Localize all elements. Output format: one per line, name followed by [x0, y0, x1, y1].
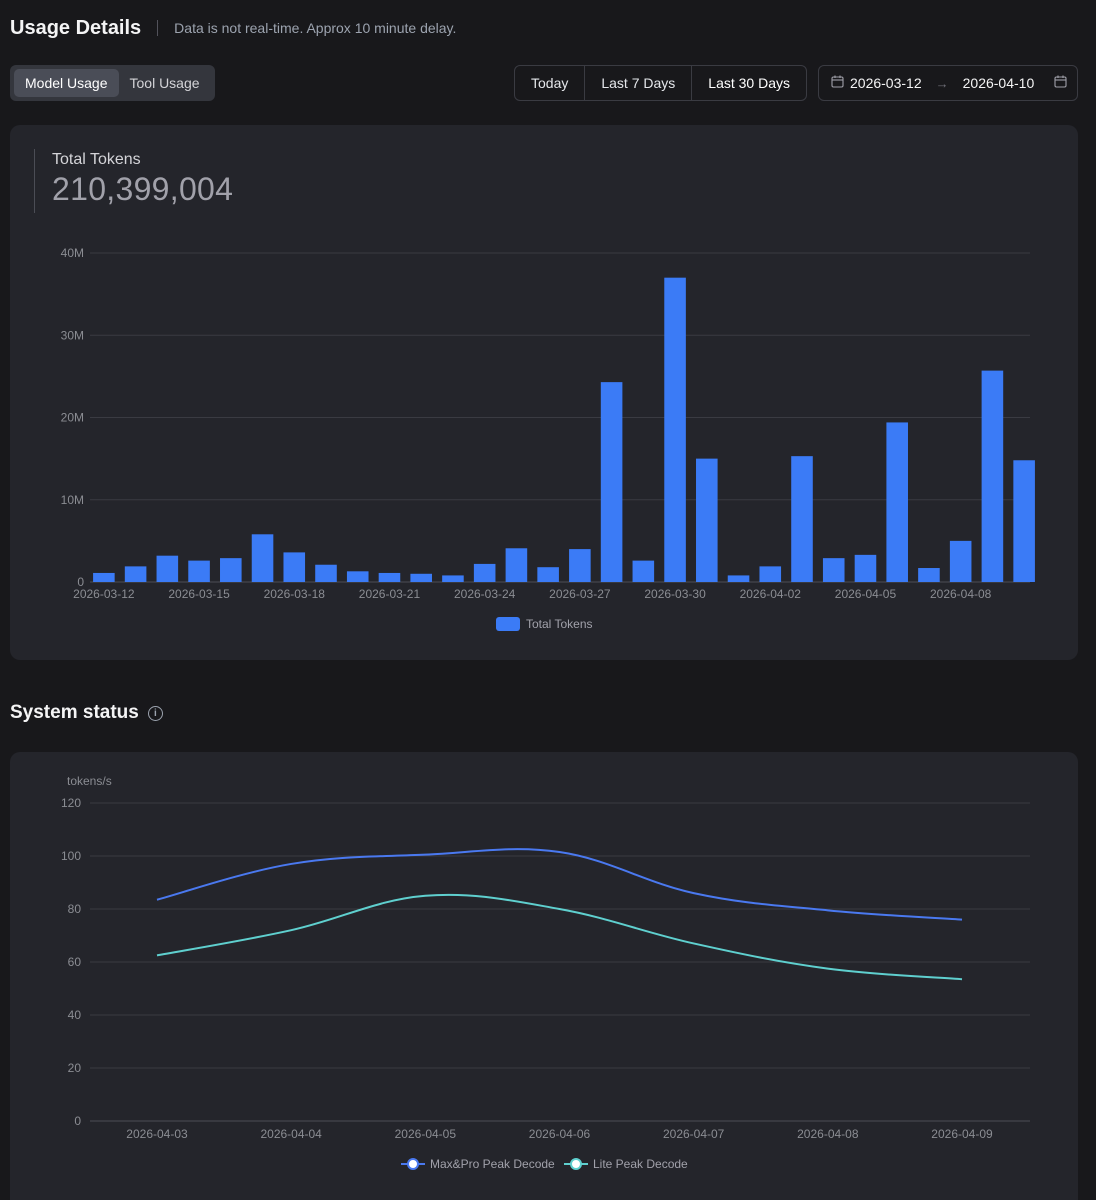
bar: [537, 567, 559, 582]
x-tick-label: 2026-03-15: [168, 587, 230, 601]
bar: [442, 575, 464, 582]
tab-tool-usage[interactable]: Tool Usage: [129, 75, 200, 91]
legend-marker: [570, 1158, 582, 1170]
y-tick-label: 60: [68, 955, 82, 969]
chart-legend: Total Tokens: [496, 617, 593, 631]
bar: [410, 573, 432, 582]
y-tick-label: 0: [77, 575, 84, 589]
y-tick-label: 100: [61, 849, 81, 863]
legend-label: Max&Pro Peak Decode: [430, 1157, 555, 1171]
x-tick-label: 2026-04-08: [797, 1127, 859, 1141]
bar: [93, 572, 115, 582]
series-lite-peak-decode-line: [156, 893, 963, 981]
bar: [346, 571, 369, 582]
x-tick-label: 2026-03-27: [549, 587, 611, 601]
total-tokens-label: Total Tokens: [52, 151, 141, 168]
x-tick-label: 2026-04-05: [395, 1127, 457, 1141]
chart-legend: Max&Pro Peak Decode Lite Peak Decode: [401, 1157, 688, 1171]
system-status-heading: System status i: [10, 702, 163, 724]
x-tick-label: 2026-03-30: [644, 587, 706, 601]
total-tokens-stat: Total Tokens 210,399,004: [34, 149, 233, 213]
page-title: Usage Details: [10, 16, 142, 39]
x-tick-label: 2026-03-18: [264, 587, 326, 601]
page-header: Usage Details Data is not real-time. App…: [10, 14, 456, 42]
legend-swatch: [496, 617, 520, 631]
date-start[interactable]: 2026-03-12: [850, 75, 922, 91]
x-tick-label: 2026-04-07: [663, 1127, 725, 1141]
bar: [886, 422, 908, 582]
y-tick-label: 0: [74, 1114, 81, 1128]
system-status-panel: tokens/s 0 20 40 60 80 100 120 2026-04-03 2026-04…: [10, 752, 1078, 1200]
bar: [124, 566, 147, 582]
bar: [854, 554, 877, 582]
bar: [473, 563, 496, 582]
x-tick-label: 2026-04-04: [260, 1127, 322, 1141]
y-tick-label: 20M: [61, 411, 84, 425]
info-icon[interactable]: i: [147, 705, 163, 721]
bar: [791, 456, 813, 582]
date-range-picker[interactable]: 2026-03-12 → 2026-04-10: [818, 65, 1078, 101]
bar: [1013, 460, 1035, 582]
usage-tabs: Model Usage Tool Usage: [10, 65, 215, 101]
bar: [822, 558, 845, 582]
bar: [505, 548, 528, 582]
x-tick-label: 2026-04-05: [835, 587, 897, 601]
x-tick-label: 2026-03-21: [359, 587, 421, 601]
bar: [727, 575, 750, 582]
bar: [378, 572, 401, 582]
x-tick-label: 2026-04-08: [930, 587, 992, 601]
decode-line-chart: tokens/s 0 20 40 60 80 100 120 2026-04-03 2026-04…: [61, 774, 1030, 1171]
bar: [918, 568, 940, 582]
bar: [220, 558, 242, 582]
y-tick-label: 20: [68, 1061, 82, 1075]
y-tick-label: 30M: [61, 328, 84, 342]
date-end[interactable]: 2026-04-10: [962, 75, 1035, 91]
bar: [600, 382, 623, 582]
bar: [569, 549, 591, 582]
bar: [315, 564, 337, 582]
y-tick-label: 10M: [61, 493, 84, 507]
bar: [696, 458, 718, 582]
page-subtitle: Data is not real-time. Approx 10 minute …: [174, 20, 457, 36]
y-tick-label: 80: [68, 902, 82, 916]
x-tick-label: 2026-03-24: [454, 587, 516, 601]
usage-panel: Total Tokens 210,399,004 0 10M 20M 30M 40M 20…: [10, 125, 1078, 660]
bar: [759, 566, 782, 582]
x-tick-label: 2026-04-06: [529, 1127, 591, 1141]
tokens-bar-chart: 0 10M 20M 30M 40M 2026-03-12 2026-03-15 2026-03…: [61, 246, 1035, 631]
x-tick-label: 2026-04-02: [740, 587, 802, 601]
bar: [664, 277, 686, 582]
range-today-button[interactable]: Today: [515, 66, 586, 100]
tab-model-usage[interactable]: Model Usage: [14, 69, 119, 97]
calendar-icon: [831, 75, 844, 91]
y-tick-label: 40M: [61, 246, 84, 260]
bar: [981, 370, 1004, 582]
bar: [188, 560, 210, 582]
bar: [156, 555, 179, 582]
x-tick-label: 2026-04-09: [931, 1127, 993, 1141]
legend-marker: [407, 1158, 419, 1170]
bar: [251, 534, 274, 582]
bar: [632, 560, 655, 582]
y-tick-label: 40: [68, 1008, 82, 1022]
range-selector: Today Last 7 Days Last 30 Days: [514, 65, 808, 101]
system-status-title: System status: [10, 702, 139, 723]
series-max-pro-peak-decode-line: [156, 848, 963, 921]
calendar-icon: [1054, 75, 1067, 91]
header-divider: [157, 20, 159, 36]
bar: [949, 540, 972, 582]
y-tick-label: 120: [61, 796, 81, 810]
x-tick-label: 2026-04-03: [126, 1127, 188, 1141]
range-last-7-days-button[interactable]: Last 7 Days: [585, 66, 693, 100]
date-range-arrow: →: [935, 75, 949, 91]
bar: [283, 552, 306, 582]
x-tick-label: 2026-03-12: [73, 587, 135, 601]
legend-label: Lite Peak Decode: [593, 1157, 688, 1171]
range-last-30-days-button[interactable]: Last 30 Days: [708, 75, 791, 91]
y-axis-label: tokens/s: [67, 774, 112, 788]
legend-label: Total Tokens: [526, 617, 593, 631]
total-tokens-value: 210,399,004: [52, 171, 234, 207]
